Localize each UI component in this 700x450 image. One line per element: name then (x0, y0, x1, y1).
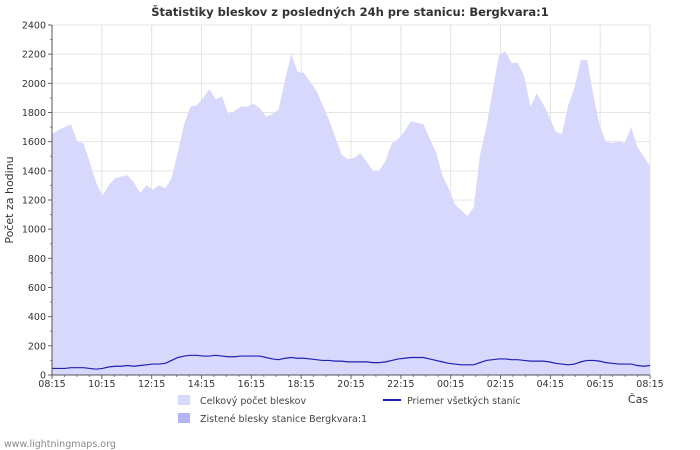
y-tick-label: 800 (28, 254, 46, 265)
y-tick-label: 400 (28, 312, 46, 323)
y-axis-title: Počet za hodinu (3, 156, 16, 243)
y-tick-label: 1800 (22, 108, 46, 119)
y-tick-label: 0 (40, 371, 46, 382)
x-tick-label: 08:15 (636, 379, 663, 390)
footer-credit: www.lightningmaps.org (4, 439, 116, 450)
y-tick-label: 200 (28, 341, 46, 352)
legend-label: Celkový počet bleskov (200, 396, 306, 407)
legend-label: Priemer všetkých staníc (407, 396, 521, 407)
x-axis-title: Čas (628, 393, 648, 406)
y-tick-label: 600 (28, 283, 46, 294)
x-tick-label: 20:15 (337, 379, 364, 390)
y-tick-label: 1200 (22, 196, 46, 207)
x-tick-label: 02:15 (487, 379, 514, 390)
x-tick-label: 00:15 (437, 379, 464, 390)
series-line-average (52, 354, 651, 370)
x-tick-label: 04:15 (537, 379, 564, 390)
series-area-total-strikes (52, 51, 650, 375)
x-tick-label: 08:15 (38, 379, 65, 390)
y-tick-label: 1000 (22, 225, 46, 236)
y-tick-label: 2000 (22, 79, 46, 90)
chart-title: Štatistiky bleskov z posledných 24h pre … (151, 4, 548, 19)
y-tick-label: 2400 (22, 21, 46, 32)
x-tick-label: 10:15 (88, 379, 115, 390)
x-tick-label: 16:15 (238, 379, 265, 390)
y-tick-label: 1400 (22, 166, 46, 177)
axes: 0 200 400 600 800 1000 1200 1400 1600 1800 2000 220… (22, 21, 664, 391)
y-tick-label: 1600 (22, 137, 46, 148)
x-tick-label: 06:15 (586, 379, 613, 390)
x-tick-label: 14:15 (188, 379, 215, 390)
series-layer (52, 51, 651, 375)
legend-swatch (178, 413, 190, 423)
x-tick-label: 22:15 (387, 379, 414, 390)
legend-label: Zistené blesky stanice Bergkvara:1 (200, 414, 367, 425)
y-tick-label: 2200 (22, 50, 46, 61)
x-tick-label: 12:15 (138, 379, 165, 390)
legend: Celkový počet bleskov Priemer všetkých st… (178, 395, 521, 425)
x-tick-label: 18:15 (287, 379, 314, 390)
legend-swatch (178, 395, 190, 405)
